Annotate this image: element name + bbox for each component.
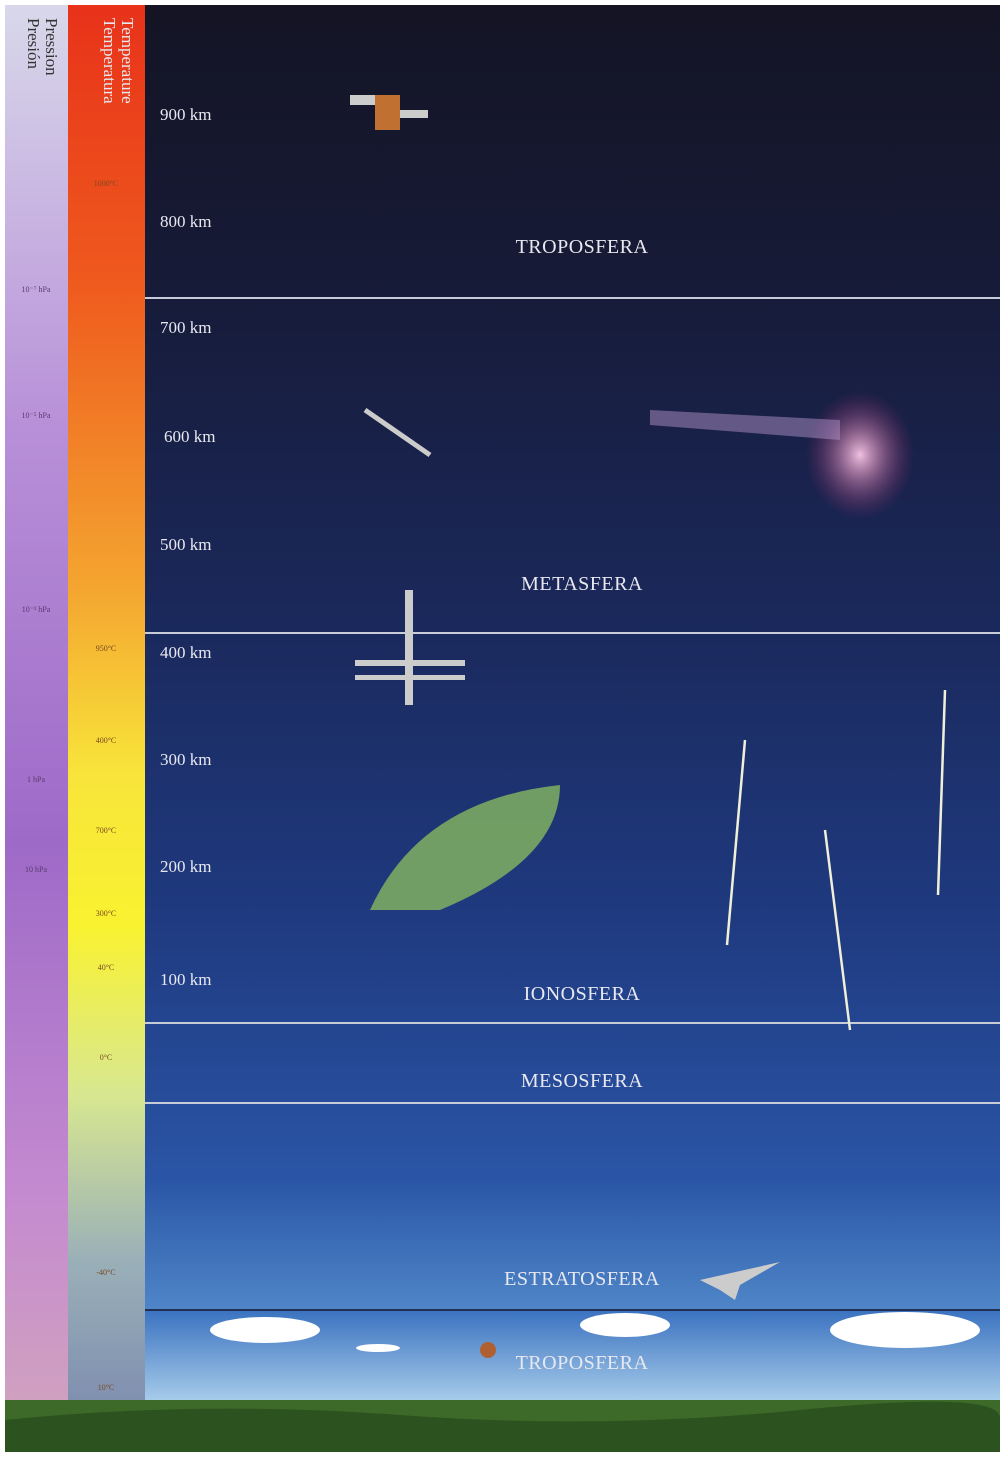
pressure-label: 10⁻⁵ hPa bbox=[21, 411, 50, 420]
temperature-label: 1000°C bbox=[94, 179, 119, 188]
temperature-label: -40°C bbox=[96, 1268, 115, 1277]
altitude-label: 700 km bbox=[160, 318, 211, 337]
layer-name: METASFERA bbox=[521, 573, 643, 595]
balloon bbox=[480, 1342, 496, 1358]
altitude-label: 300 km bbox=[160, 750, 211, 769]
layer-name: IONOSFERA bbox=[524, 983, 641, 1005]
temperature-label: 40°C bbox=[98, 963, 115, 972]
altitude-label: 800 km bbox=[160, 212, 211, 231]
layer-name: TROPOSFERA bbox=[516, 236, 649, 258]
altitude-label: 600 km bbox=[164, 427, 215, 446]
temperature-bar bbox=[68, 5, 145, 1400]
temperature-label: 10°C bbox=[98, 1383, 115, 1392]
pressure-label: 1 hPa bbox=[27, 775, 45, 784]
temperature-label: 300°C bbox=[96, 909, 117, 918]
temperature-header: Temperature bbox=[118, 18, 137, 104]
altitude-label: 100 km bbox=[160, 970, 211, 989]
altitude-label: 500 km bbox=[160, 535, 211, 554]
pressure-header: Pression bbox=[42, 18, 61, 76]
layer-name: ESTRATOSFERA bbox=[504, 1268, 660, 1290]
pressure-label: 10 hPa bbox=[25, 865, 47, 874]
temperature-label: 700°C bbox=[96, 826, 117, 835]
sprite bbox=[805, 390, 915, 520]
atmosphere-diagram: Temperature Temperatura Pression Presión… bbox=[0, 0, 1000, 1452]
altitude-label: 900 km bbox=[160, 105, 211, 124]
pressure-header: Presión bbox=[24, 18, 43, 70]
layer-name: MESOSFERA bbox=[521, 1070, 643, 1092]
temperature-label: 0°C bbox=[100, 1053, 113, 1062]
pressure-bar bbox=[5, 5, 68, 1400]
sky bbox=[145, 5, 1000, 1310]
temperature-label: 400°C bbox=[96, 736, 117, 745]
layer-name: TROPOSFERA bbox=[516, 1352, 649, 1374]
pressure-label: 10⁻³ hPa bbox=[22, 605, 51, 614]
temperature-header: Temperatura bbox=[100, 18, 119, 104]
altitude-label: 400 km bbox=[160, 643, 211, 662]
page: Temperature Temperatura Pression Presión… bbox=[0, 0, 1000, 1457]
altitude-label: 200 km bbox=[160, 857, 211, 876]
temperature-label: 950°C bbox=[96, 644, 117, 653]
pressure-label: 10⁻⁷ hPa bbox=[21, 285, 50, 294]
